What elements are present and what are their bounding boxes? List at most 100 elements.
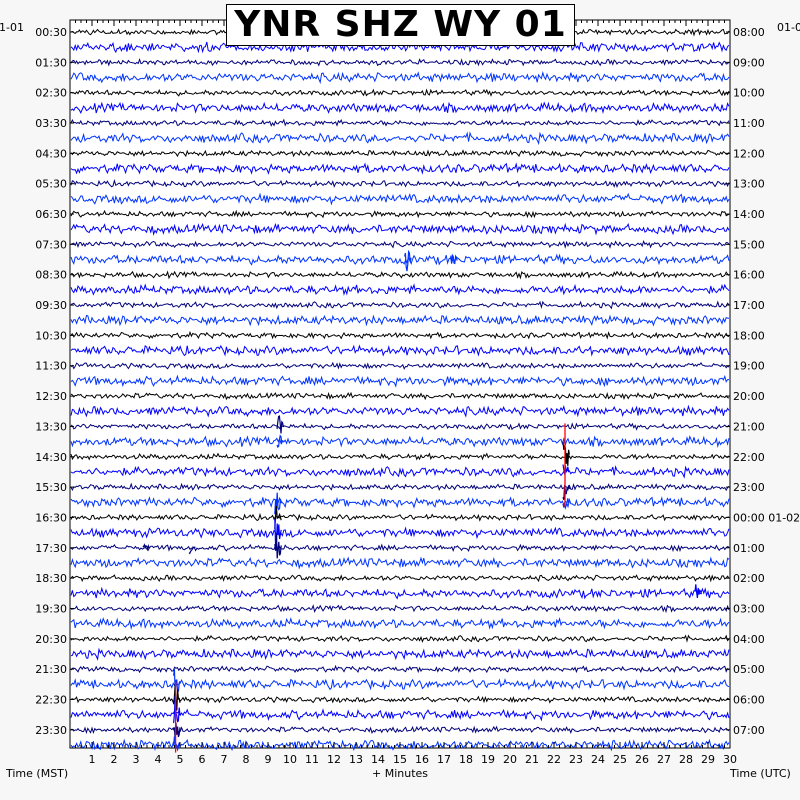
right-time-label: 06:00: [733, 693, 765, 706]
event-burst: [173, 684, 181, 711]
event-burst: [188, 546, 196, 555]
event-burst: [694, 584, 702, 598]
right-time-label: 14:00: [733, 208, 765, 221]
left-time-label: 02:30: [35, 87, 67, 100]
x-tick-label: 23: [569, 753, 583, 766]
right-time-label: 03:00: [733, 602, 765, 615]
trace-row: [70, 512, 730, 522]
left-time-label: 11:30: [35, 360, 67, 373]
event-burst: [274, 533, 282, 559]
right-time-label: 23:00: [733, 481, 765, 494]
trace-row: [70, 149, 730, 158]
right-time-label: 05:00: [733, 663, 765, 676]
right-time-label: 00:00 01-02: [733, 511, 800, 524]
trace-row: [70, 391, 730, 401]
x-tick-label: 17: [437, 753, 451, 766]
x-tick-label: 12: [327, 753, 341, 766]
trace-row: [70, 678, 730, 691]
trace-row: [70, 526, 730, 540]
x-tick-label: 30: [723, 753, 737, 766]
trace-row: [70, 101, 730, 115]
right-time-label: 09:00: [733, 56, 765, 69]
event-burst: [450, 253, 458, 265]
right-time-label: 07:00: [733, 724, 765, 737]
event-burst: [276, 415, 284, 434]
right-date-label: 01-01: [777, 21, 800, 34]
trace-row: [70, 664, 730, 674]
right-time-label: 21:00: [733, 420, 765, 433]
trace-layer: [70, 27, 730, 752]
trace-row: [70, 344, 730, 357]
trace-row: [70, 118, 730, 127]
trace-row: [70, 209, 730, 219]
left-time-label: 21:30: [35, 663, 67, 676]
left-time-label: 01:30: [35, 56, 67, 69]
left-time-label: 12:30: [35, 390, 67, 403]
right-time-label: 02:00: [733, 572, 765, 585]
event-burst: [276, 434, 284, 448]
right-time-label: 04:00: [733, 633, 765, 646]
left-time-label: 09:30: [35, 299, 67, 312]
trace-row: [70, 404, 730, 418]
right-time-label: 13:00: [733, 178, 765, 191]
trace-row: [70, 70, 730, 85]
x-tick-label: 16: [415, 753, 429, 766]
right-time-label: 18:00: [733, 329, 765, 342]
x-tick-label: 6: [199, 753, 206, 766]
right-time-label: 12:00: [733, 147, 765, 160]
x-tick-label: 9: [265, 753, 272, 766]
left-time-label: 14:30: [35, 451, 67, 464]
left-time-label: 20:30: [35, 633, 67, 646]
trace-row: [70, 192, 730, 206]
trace-row: [70, 452, 730, 461]
y-axis: 00:30 01:30 02:30 03:30 04:30 05:30 06:30 07:30…: [35, 26, 800, 737]
trace-row: [70, 88, 730, 97]
event-burst: [404, 249, 412, 272]
left-time-label: 19:30: [35, 602, 67, 615]
x-tick-label: 11: [305, 753, 319, 766]
x-tick-label: 14: [371, 753, 385, 766]
trace-row: [70, 361, 730, 370]
event-burst: [142, 543, 150, 551]
trace-row: [70, 617, 730, 630]
right-axis-label: Time (UTC): [729, 767, 791, 780]
x-tick-label: 10: [283, 753, 297, 766]
trace-row: [70, 374, 729, 388]
trace-row: [70, 647, 730, 661]
pick-layer: [174, 423, 566, 753]
right-time-label: 15:00: [733, 238, 765, 251]
right-time-label: 08:00: [733, 26, 765, 39]
left-axis-label: Time (MST): [5, 767, 68, 780]
trace-row: [70, 586, 730, 600]
x-tick-label: 5: [177, 753, 184, 766]
left-time-label: 07:30: [35, 238, 67, 251]
event-burst: [562, 441, 570, 466]
trace-row: [70, 57, 730, 67]
x-tick-label: 2: [111, 753, 118, 766]
left-time-label: 17:30: [35, 542, 67, 555]
right-time-label: 11:00: [733, 117, 765, 130]
trace-row: [70, 314, 730, 327]
x-tick-label: 19: [481, 753, 495, 766]
x-tick-label: 1: [89, 753, 96, 766]
chart-title-box: YNR SHZ WY 01: [226, 4, 575, 46]
trace-row: [70, 283, 730, 297]
event-burst: [173, 669, 181, 693]
trace-row: [70, 222, 730, 236]
event-burst: [562, 485, 570, 501]
trace-row: [70, 240, 730, 249]
right-time-label: 10:00: [733, 87, 765, 100]
chart-title: YNR SHZ WY 01: [234, 4, 567, 45]
right-time-label: 16:00: [733, 269, 765, 282]
trace-row: [71, 725, 730, 735]
left-time-label: 00:30: [35, 26, 67, 39]
left-time-label: 13:30: [35, 420, 67, 433]
event-burst: [562, 498, 570, 510]
trace-row: [70, 330, 730, 340]
x-tick-label: 29: [701, 753, 715, 766]
left-time-label: 06:30: [35, 208, 67, 221]
x-axis-label: + Minutes: [372, 767, 428, 780]
trace-row: [70, 574, 730, 583]
x-tick-label: 24: [591, 753, 605, 766]
x-tick-label: 25: [613, 753, 627, 766]
